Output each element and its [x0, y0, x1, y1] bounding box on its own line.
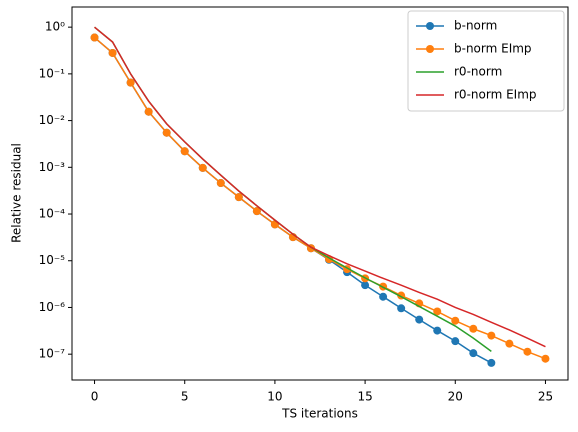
series-marker [234, 193, 243, 202]
series-marker [487, 358, 496, 367]
legend-marker [426, 22, 434, 30]
legend-label: b-norm EImp [454, 42, 532, 56]
y-axis-label: Relative residual [10, 143, 24, 243]
y-tick-label: 10⁻⁷ [39, 347, 66, 361]
x-tick-label: 15 [357, 390, 372, 404]
x-tick-label: 25 [538, 390, 553, 404]
legend-marker [426, 45, 434, 53]
series-marker [451, 337, 460, 346]
series-marker [198, 163, 207, 172]
series-marker [523, 347, 532, 356]
y-tick-label: 10⁻⁵ [39, 253, 66, 267]
series-marker [469, 324, 478, 333]
y-tick-label: 10⁰ [45, 20, 65, 34]
series-marker [180, 147, 189, 156]
plot-frame [71, 6, 569, 381]
y-tick-label: 10⁻² [39, 113, 66, 127]
y-tick-label: 10⁻⁶ [39, 300, 66, 314]
series-marker [451, 316, 460, 325]
series-marker [415, 315, 424, 324]
series-marker [90, 33, 99, 42]
y-tick-label: 10⁻¹ [39, 66, 66, 80]
x-axis-label: TS iterations [281, 407, 358, 421]
y-tick-label: 10⁻³ [39, 160, 66, 174]
legend-label: r0-norm [454, 65, 502, 79]
x-tick-label: 10 [267, 390, 282, 404]
series-marker [162, 128, 171, 137]
legend-label: r0-norm EImp [454, 88, 537, 102]
series-marker [433, 307, 442, 316]
series-marker [126, 78, 135, 87]
x-tick-label: 0 [91, 390, 99, 404]
series-marker [541, 354, 550, 363]
series-marker [252, 207, 261, 216]
y-tick-label: 10⁻⁴ [39, 207, 66, 221]
series-marker [505, 339, 514, 348]
legend-label: b-norm [454, 19, 497, 33]
legend-box [407, 10, 565, 112]
series-line [94, 26, 546, 348]
x-tick-label: 20 [448, 390, 463, 404]
series-marker [108, 48, 117, 57]
series-marker [216, 179, 225, 188]
series-marker [361, 281, 370, 290]
series-marker [397, 304, 406, 313]
series-marker [487, 331, 496, 340]
series-marker [144, 107, 153, 116]
x-tick-label: 5 [181, 390, 189, 404]
series-marker [469, 349, 478, 358]
series-marker [433, 326, 442, 335]
series-marker [379, 292, 388, 301]
